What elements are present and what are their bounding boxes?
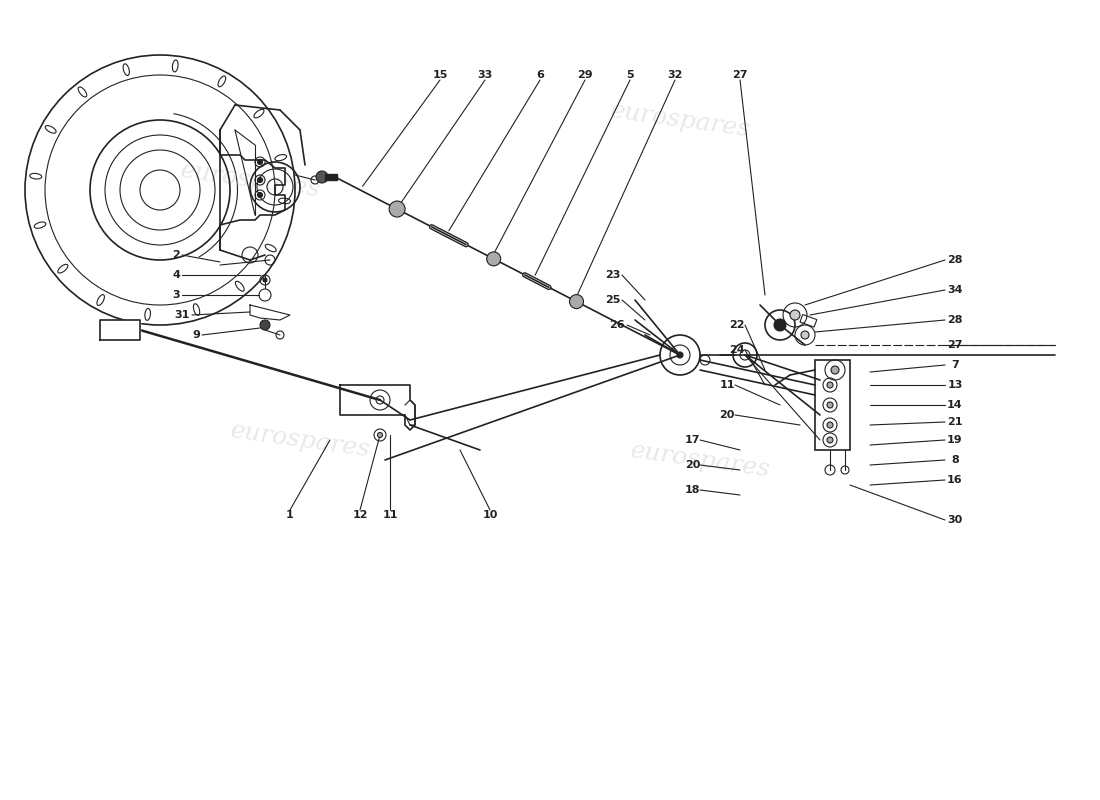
Text: eurospares: eurospares bbox=[229, 418, 372, 462]
Text: eurospares: eurospares bbox=[178, 158, 321, 202]
Text: 26: 26 bbox=[609, 320, 625, 330]
Text: 29: 29 bbox=[578, 70, 593, 80]
Ellipse shape bbox=[45, 126, 56, 133]
Text: eurospares: eurospares bbox=[608, 98, 751, 142]
Text: 34: 34 bbox=[947, 285, 962, 295]
Text: 16: 16 bbox=[947, 475, 962, 485]
Text: 13: 13 bbox=[947, 380, 962, 390]
Ellipse shape bbox=[254, 110, 264, 118]
Circle shape bbox=[260, 320, 270, 330]
Circle shape bbox=[257, 193, 263, 198]
Circle shape bbox=[801, 331, 808, 339]
Text: eurospares: eurospares bbox=[628, 438, 771, 482]
Text: 28: 28 bbox=[947, 315, 962, 325]
Text: 28: 28 bbox=[947, 255, 962, 265]
Ellipse shape bbox=[34, 222, 46, 228]
Ellipse shape bbox=[218, 76, 226, 86]
Text: 15: 15 bbox=[432, 70, 448, 80]
Text: 23: 23 bbox=[605, 270, 620, 280]
Circle shape bbox=[257, 159, 263, 165]
Text: 31: 31 bbox=[175, 310, 190, 320]
Text: 10: 10 bbox=[482, 510, 497, 520]
Circle shape bbox=[257, 178, 263, 182]
Ellipse shape bbox=[123, 64, 130, 75]
Text: 20: 20 bbox=[684, 460, 700, 470]
Circle shape bbox=[570, 294, 583, 309]
Text: 9: 9 bbox=[192, 330, 200, 340]
Text: 24: 24 bbox=[729, 345, 745, 355]
Bar bbox=[324, 174, 337, 180]
Text: 1: 1 bbox=[286, 510, 294, 520]
Ellipse shape bbox=[78, 87, 87, 97]
Text: 21: 21 bbox=[947, 417, 962, 427]
Circle shape bbox=[827, 437, 833, 443]
Text: 12: 12 bbox=[352, 510, 367, 520]
Bar bbox=[800, 314, 817, 327]
Circle shape bbox=[486, 252, 500, 266]
Text: 14: 14 bbox=[947, 400, 962, 410]
Circle shape bbox=[774, 319, 786, 331]
Text: 3: 3 bbox=[173, 290, 180, 300]
Text: 7: 7 bbox=[952, 360, 959, 370]
Text: 22: 22 bbox=[729, 320, 745, 330]
Text: 27: 27 bbox=[947, 340, 962, 350]
Text: 8: 8 bbox=[952, 455, 959, 465]
Circle shape bbox=[827, 422, 833, 428]
Text: 19: 19 bbox=[947, 435, 962, 445]
Circle shape bbox=[827, 382, 833, 388]
Bar bbox=[815, 360, 850, 450]
Ellipse shape bbox=[97, 294, 104, 306]
Text: 25: 25 bbox=[605, 295, 620, 305]
Circle shape bbox=[827, 402, 833, 408]
Text: 18: 18 bbox=[684, 485, 700, 495]
Text: 33: 33 bbox=[477, 70, 493, 80]
Ellipse shape bbox=[265, 244, 276, 252]
Polygon shape bbox=[250, 305, 290, 320]
Ellipse shape bbox=[194, 304, 200, 315]
Text: 5: 5 bbox=[626, 70, 634, 80]
Text: 27: 27 bbox=[733, 70, 748, 80]
Circle shape bbox=[263, 278, 267, 282]
Circle shape bbox=[316, 171, 328, 183]
Circle shape bbox=[676, 352, 683, 358]
Ellipse shape bbox=[30, 174, 42, 179]
Text: 30: 30 bbox=[947, 515, 962, 525]
Ellipse shape bbox=[145, 309, 151, 320]
Text: 17: 17 bbox=[684, 435, 700, 445]
Circle shape bbox=[790, 310, 800, 320]
Text: 4: 4 bbox=[172, 270, 180, 280]
Ellipse shape bbox=[275, 154, 287, 161]
Ellipse shape bbox=[58, 264, 68, 273]
Circle shape bbox=[389, 201, 405, 217]
Ellipse shape bbox=[173, 60, 178, 72]
Ellipse shape bbox=[235, 282, 244, 291]
Text: 20: 20 bbox=[719, 410, 735, 420]
Polygon shape bbox=[100, 320, 140, 340]
Text: 2: 2 bbox=[173, 250, 180, 260]
Ellipse shape bbox=[278, 198, 290, 204]
Text: 11: 11 bbox=[719, 380, 735, 390]
Polygon shape bbox=[340, 385, 415, 430]
Circle shape bbox=[830, 366, 839, 374]
Text: 6: 6 bbox=[536, 70, 543, 80]
Text: 32: 32 bbox=[668, 70, 683, 80]
Text: 11: 11 bbox=[383, 510, 398, 520]
Circle shape bbox=[377, 433, 383, 438]
